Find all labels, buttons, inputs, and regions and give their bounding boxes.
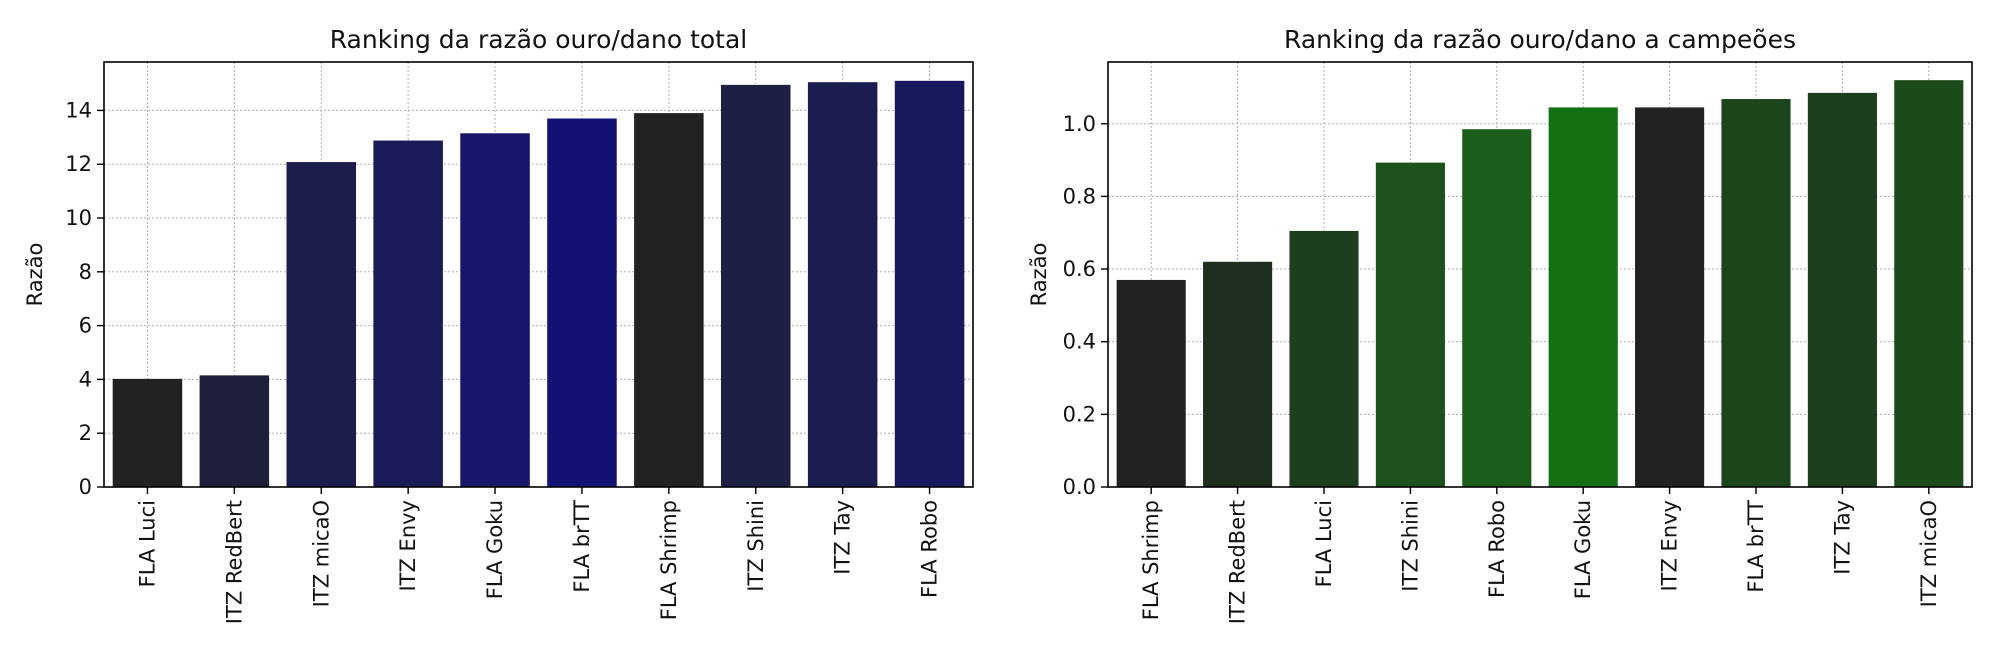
x-tick-label: ITZ micaO [1917,500,1941,607]
y-tick-label: 0 [79,475,92,499]
bar-itz-redbert [199,375,270,487]
y-tick-label: 12 [65,152,92,176]
x-tick-label: ITZ micaO [309,500,333,607]
x-tick-label: FLA Goku [1571,500,1595,599]
bar-itz-tay [807,82,878,488]
bar-fla-shrimp [1116,279,1186,487]
bar-itz-envy [1635,107,1705,488]
chart-2: 0.0 0.2 0.4 0.6 0.8 1.0 FLA Shrimp ITZ RedBert F… [1027,25,1973,624]
bar-itz-shini [720,84,791,487]
bar-fla-luci [112,378,183,487]
y-tick-label: 0.8 [1063,184,1096,208]
x-tick-label: FLA Shrimp [1139,500,1163,620]
x-tick-label: ITZ Tay [831,500,855,575]
bar-fla-robo [894,80,965,488]
bar-itz-redbert [1203,261,1273,487]
bar-fla-robo [1462,129,1532,487]
y-axis-label: Razão [23,243,47,307]
bar-fla-goku [460,133,530,487]
bar-itz-micao [1894,80,1964,488]
bar-fla-brtt [1721,99,1791,488]
x-tick-label: ITZ Shini [744,500,768,592]
x-tick-label: ITZ RedBert [222,500,246,624]
y-tick-label: 0.4 [1063,330,1096,354]
axes-frame [1107,61,1973,488]
bar-itz-envy [373,140,443,487]
y-tick-label: 2 [79,421,92,445]
y-tick-label: 4 [79,367,92,391]
y-tick-label: 8 [79,260,92,284]
y-tick-label: 0.0 [1063,475,1096,499]
bar-itz-tay [1807,92,1877,487]
y-axis-label: Razão [1027,243,1051,307]
x-tick-label: FLA Robo [918,500,942,598]
x-tick-label: FLA Robo [1485,500,1509,598]
y-tick-label: 1.0 [1063,112,1096,136]
x-tick-label: FLA Luci [135,500,159,587]
x-tick-label: ITZ Shini [1398,500,1422,592]
bar-fla-shrimp [634,113,704,487]
bar-itz-shini [1375,162,1445,487]
chart-title: Ranking da razão ouro/dano total [330,25,748,54]
y-tick-label: 14 [65,98,92,122]
x-tick-label: FLA Shrimp [657,500,681,620]
chart-1: 0 2 4 6 8 10 12 14 FLA Luci ITZ RedBert ITZ micaO I… [23,25,974,624]
x-tick-label: FLA Goku [483,500,507,599]
x-tick-label: ITZ Envy [396,500,420,592]
y-tick-label: 0.2 [1063,402,1096,426]
bar-fla-goku [1548,107,1618,488]
chart-title: Ranking da razão ouro/dano a campeões [1284,25,1796,54]
x-tick-label: FLA Luci [1312,500,1336,587]
x-tick-label: FLA brTT [1744,500,1768,593]
x-tick-label: ITZ Tay [1830,500,1854,575]
y-tick-label: 10 [65,206,92,230]
axes-frame [103,61,974,488]
y-tick-label: 0.6 [1063,257,1096,281]
bar-itz-micao [286,162,357,487]
x-tick-label: ITZ RedBert [1226,500,1250,624]
bar-fla-brtt [547,118,617,488]
x-tick-label: FLA brTT [570,500,594,593]
bar-fla-luci [1289,230,1359,487]
y-tick-label: 6 [79,314,92,338]
x-tick-label: ITZ Envy [1658,500,1682,592]
